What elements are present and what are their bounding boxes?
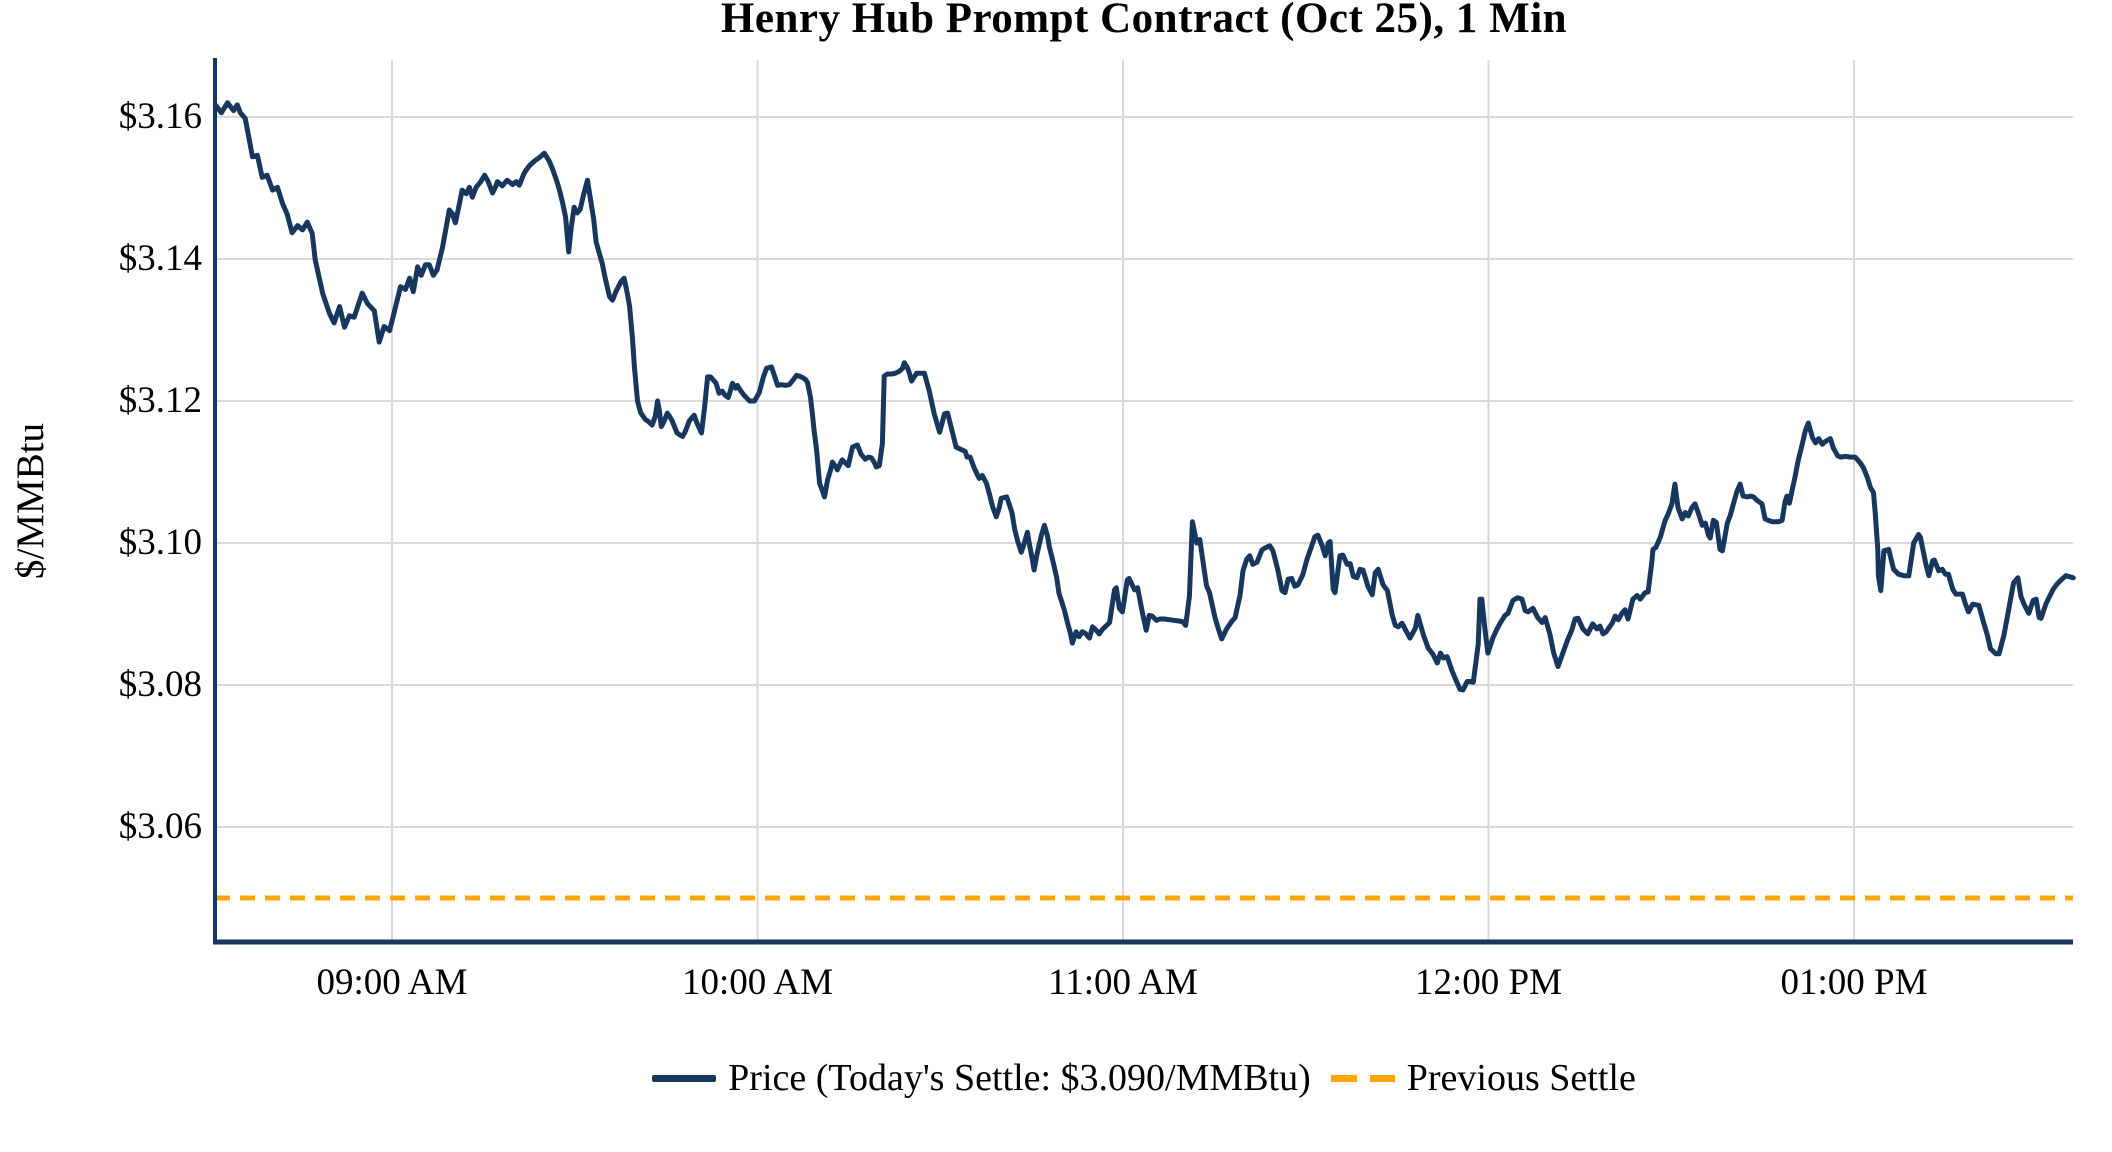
legend: Price (Today's Settle: $3.090/MMBtu) Pre… [215, 1056, 2073, 1100]
x-tick-label: 01:00 PM [1780, 962, 1928, 1003]
price-legend-label: Price (Today's Settle: $3.090/MMBtu) [728, 1057, 1311, 1099]
y-tick-label: $3.12 [118, 380, 202, 421]
x-tick-label: 11:00 AM [1048, 962, 1198, 1003]
x-tick-label: 10:00 AM [681, 962, 834, 1003]
price-legend-swatch [652, 1074, 717, 1082]
previous-settle-legend-label: Previous Settle [1406, 1057, 1636, 1099]
y-tick-label: $3.06 [118, 806, 202, 847]
y-tick-label: $3.08 [118, 664, 202, 705]
price-line [212, 100, 2076, 693]
chart-title: Henry Hub Prompt Contract (Oct 25), 1 Mi… [720, 0, 1568, 42]
y-tick-label: $3.14 [118, 238, 202, 279]
y-tick-label: $3.16 [118, 96, 202, 137]
x-tick-label: 12:00 PM [1414, 962, 1562, 1003]
x-tick-label: 09:00 AM [316, 962, 468, 1003]
gridlines [215, 60, 2073, 942]
y-tick-label: $3.10 [118, 522, 202, 563]
previous-settle-legend-swatch [1330, 1074, 1395, 1082]
